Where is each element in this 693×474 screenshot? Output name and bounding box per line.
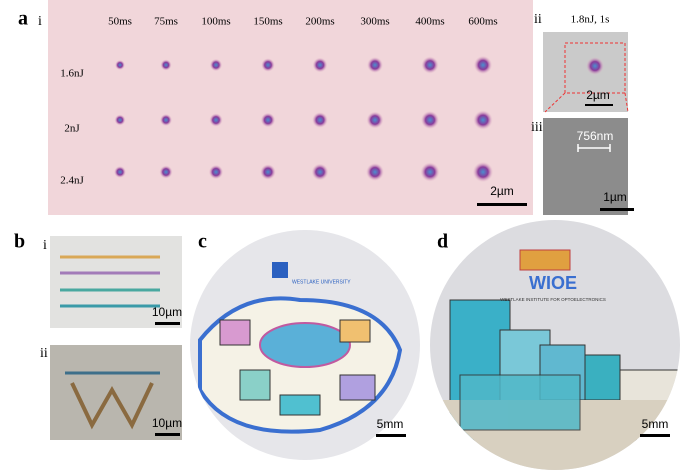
- dot: [260, 112, 276, 128]
- dot: [115, 60, 125, 70]
- panel-label: c: [198, 231, 207, 253]
- feature-label: 756nm: [577, 129, 614, 143]
- sub-label: iii: [531, 120, 543, 135]
- logo-mark: [272, 262, 288, 278]
- image-b-ii: [50, 345, 182, 440]
- image-a-i: [48, 0, 533, 215]
- dot: [312, 112, 328, 128]
- campus-plaza: [259, 322, 351, 368]
- dot: [586, 57, 604, 75]
- dot: [261, 58, 275, 72]
- printed-w: [70, 382, 154, 430]
- dot: [366, 111, 384, 129]
- scale-label: 2µm: [586, 88, 610, 102]
- scale-label: 10µm: [152, 416, 182, 430]
- dot: [473, 110, 493, 130]
- dot: [367, 57, 383, 73]
- column-label: 400ms: [415, 16, 444, 28]
- sub-label: ii: [534, 12, 542, 27]
- dot: [114, 166, 126, 178]
- dot-array: [114, 55, 494, 183]
- dot: [311, 163, 329, 181]
- panel-label: b: [14, 231, 25, 253]
- dot: [209, 113, 223, 127]
- dot: [160, 59, 172, 71]
- column-label: 200ms: [305, 16, 334, 28]
- image-a-ii: [543, 32, 628, 112]
- dot: [420, 110, 440, 130]
- dot: [420, 162, 440, 182]
- dot: [208, 164, 224, 180]
- scale-bar: [376, 434, 406, 437]
- feature-bar: [577, 144, 611, 152]
- scale-label: 5mm: [377, 417, 404, 431]
- dot: [260, 164, 276, 180]
- dot: [114, 114, 126, 126]
- zoom-line: [624, 92, 629, 113]
- panel-label: a: [18, 8, 28, 30]
- scale-bar: [155, 322, 180, 325]
- column-label: 150ms: [253, 16, 282, 28]
- scale-bar: [477, 203, 527, 206]
- column-label: 75ms: [154, 16, 178, 28]
- dot: [472, 161, 494, 183]
- image-a-iii: [543, 118, 628, 215]
- sub-label: ii: [40, 346, 48, 361]
- logo-subtext: WESTLAKE UNIVERSITY: [292, 279, 351, 285]
- column-label: 50ms: [108, 16, 132, 28]
- building: [584, 354, 621, 401]
- image-b-i: [50, 236, 182, 328]
- logo-subtext: WESTLAKE INSTITUTE FOR OPTOELECTRONICS: [500, 297, 606, 302]
- logo-badge: [519, 249, 571, 271]
- scale-label: 1µm: [603, 190, 627, 204]
- building: [219, 319, 251, 346]
- scale-bar: [155, 433, 180, 436]
- scale-bar: [600, 208, 634, 211]
- dot: [366, 163, 384, 181]
- building: [239, 369, 271, 401]
- dot: [159, 165, 173, 179]
- dot: [473, 55, 493, 75]
- building: [339, 374, 376, 401]
- dot: [159, 113, 173, 127]
- scale-label: 2µm: [490, 184, 514, 198]
- column-label: 600ms: [468, 16, 497, 28]
- scale-bar: [640, 434, 670, 437]
- row-label: 1.6nJ: [60, 68, 84, 80]
- scale-bar: [585, 104, 613, 106]
- wafer-c: [190, 230, 420, 460]
- column-label: 100ms: [201, 16, 230, 28]
- dot: [312, 57, 328, 73]
- logo-text: WIOE: [529, 273, 577, 293]
- dot: [421, 56, 439, 74]
- row-label: 2.4nJ: [60, 175, 84, 187]
- dot: [209, 58, 223, 72]
- building: [279, 394, 321, 416]
- row-label: 2nJ: [64, 123, 80, 135]
- panel-label: d: [437, 231, 448, 253]
- sub-label: i: [43, 238, 47, 253]
- zoom-line: [544, 92, 566, 113]
- scale-label: 5mm: [642, 417, 669, 431]
- building: [339, 319, 371, 343]
- sub-label: i: [38, 14, 42, 29]
- zoom-box: [564, 42, 626, 94]
- column-label: 300ms: [360, 16, 389, 28]
- condition-label: 1.8nJ, 1s: [571, 14, 610, 26]
- scale-label: 10µm: [152, 305, 182, 319]
- building: [459, 374, 581, 431]
